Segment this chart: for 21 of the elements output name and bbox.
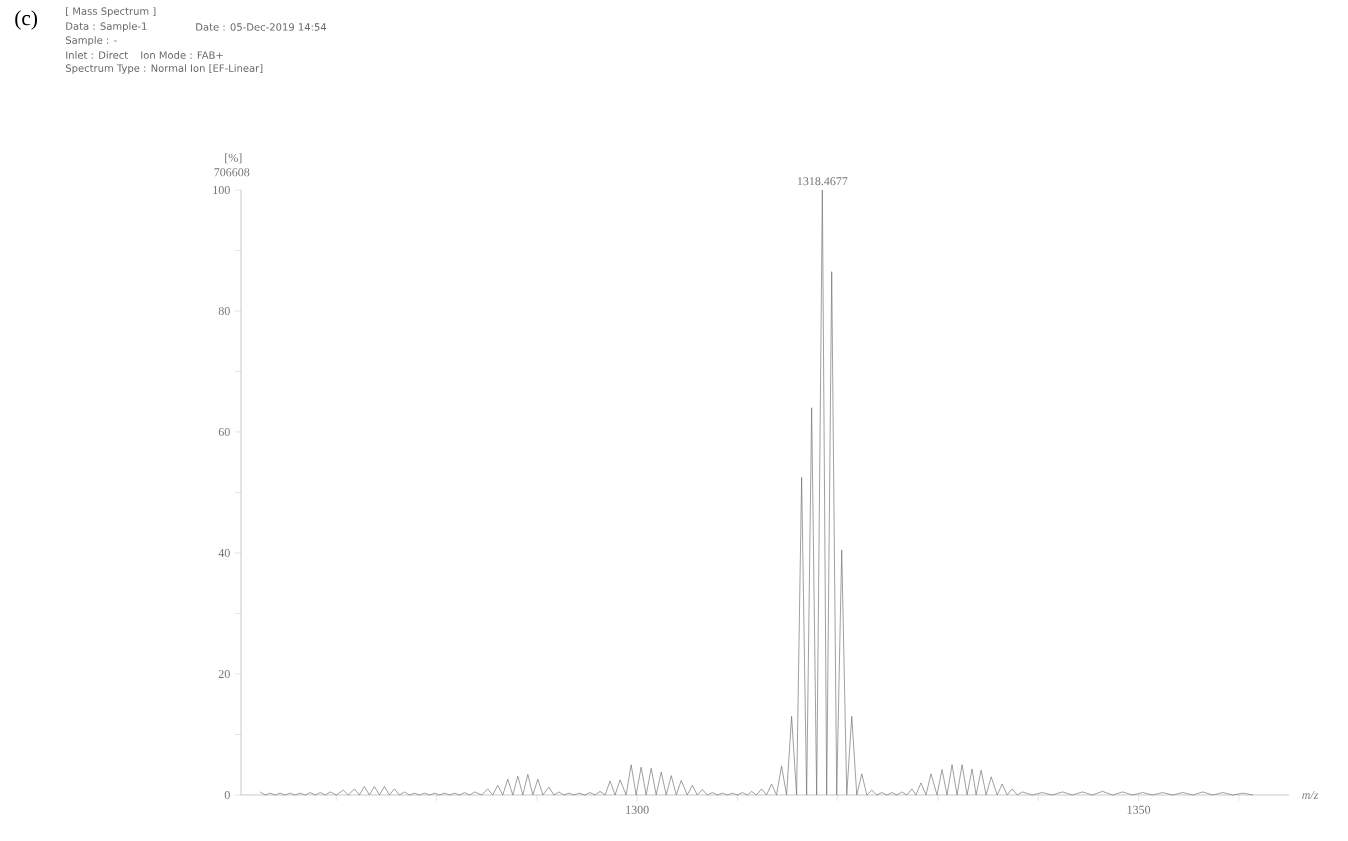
- y-tick-label: 0: [224, 790, 230, 800]
- text: Sample : -: [65, 36, 117, 46]
- y-tick-label: 80: [218, 306, 230, 316]
- x-axis-title: m/z: [1302, 790, 1319, 800]
- text: Spectrum Type : Normal Ion [EF-Linear]: [65, 64, 263, 74]
- x-tick-label: 1350: [1127, 805, 1151, 814]
- text: Inlet : Direct: [66, 51, 128, 59]
- text: [ Mass Spectrum ]: [66, 7, 156, 17]
- y-tick-label: 20: [218, 669, 230, 679]
- annotation: 1318.4677: [797, 177, 848, 186]
- x-tick-label: 1300: [626, 805, 649, 814]
- text: Ion Mode : FAB+: [141, 51, 223, 59]
- line-series: [259, 189, 1254, 796]
- y-axis-title: [%]: [225, 153, 242, 164]
- text: Date : 05-Dec-2019 14:54: [196, 23, 327, 31]
- y-tick-label: 40: [218, 548, 230, 558]
- text: (c): [15, 10, 38, 30]
- text: Data : Sample-1: [66, 22, 147, 32]
- text: 706608: [214, 168, 250, 177]
- y-tick-label: 60: [218, 427, 230, 437]
- y-tick-label: 100: [213, 185, 230, 195]
